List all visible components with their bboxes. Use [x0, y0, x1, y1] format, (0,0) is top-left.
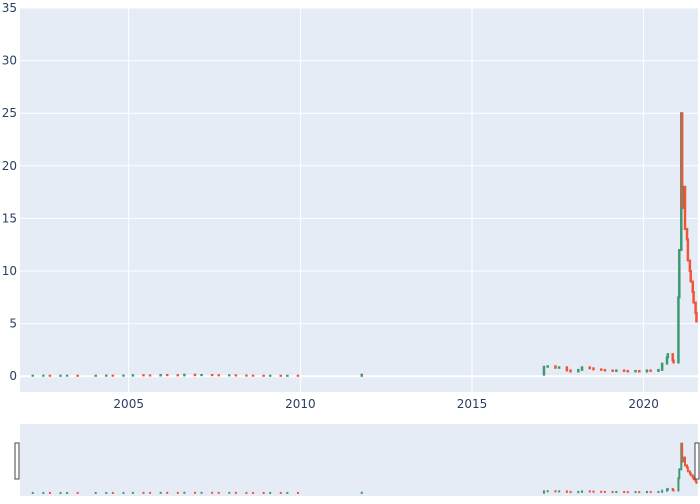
x-tick-label: 2005 — [113, 397, 144, 411]
y-tick-label: 10 — [2, 264, 17, 278]
y-tick-label: 25 — [2, 106, 17, 120]
rangeslider-right-handle[interactable] — [694, 442, 700, 480]
rangeslider-candles — [31, 442, 698, 494]
x-tick-label: 2020 — [628, 397, 659, 411]
y-tick-labels: 0 5 10 15 20 25 30 35 — [2, 1, 17, 383]
x-tick-labels: 2005 2010 2015 2020 — [113, 397, 658, 411]
main-plot-background — [20, 8, 698, 392]
y-tick-label: 0 — [9, 369, 17, 383]
y-tick-label: 30 — [2, 54, 17, 68]
rangeslider-background[interactable] — [20, 424, 698, 496]
main-gridlines — [20, 7, 698, 392]
rangeslider-left-handle[interactable] — [14, 442, 20, 480]
main-candles — [31, 112, 698, 377]
x-tick-label: 2010 — [285, 397, 316, 411]
y-tick-label: 35 — [2, 1, 17, 15]
x-tick-label: 2015 — [457, 397, 488, 411]
y-tick-label: 5 — [9, 317, 17, 331]
y-tick-label: 20 — [2, 159, 17, 173]
y-tick-label: 15 — [2, 211, 17, 225]
